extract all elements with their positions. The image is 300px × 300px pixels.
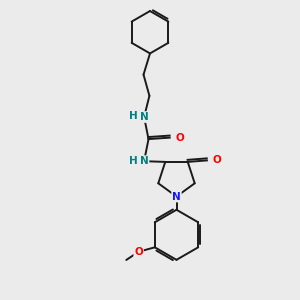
Text: N: N [140, 112, 148, 122]
Text: N: N [172, 191, 181, 202]
Text: O: O [212, 155, 221, 165]
Text: H: H [129, 111, 138, 122]
Text: H: H [129, 156, 138, 166]
Text: O: O [134, 247, 143, 257]
Text: N: N [140, 156, 148, 166]
Text: O: O [175, 133, 184, 142]
